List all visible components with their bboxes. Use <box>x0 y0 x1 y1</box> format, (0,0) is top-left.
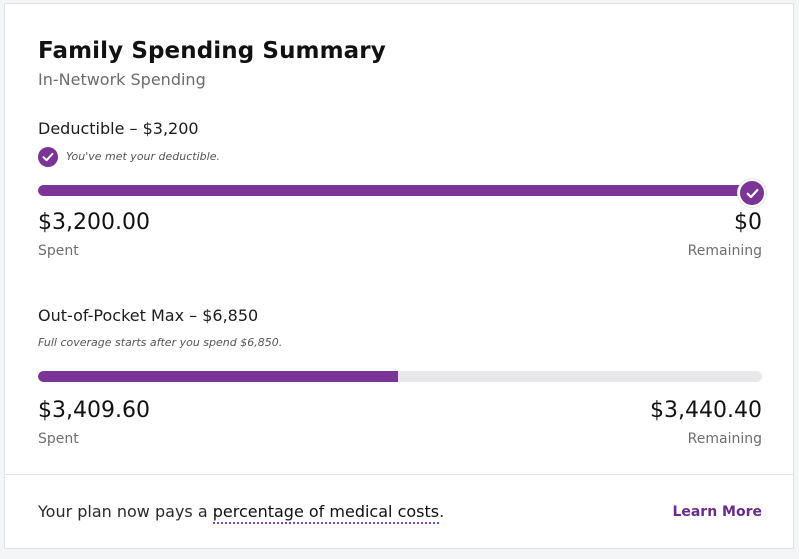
deductible-met-check-icon <box>738 179 766 207</box>
page-title: Family Spending Summary <box>38 38 386 64</box>
deductible-spent-label: Spent <box>38 243 79 259</box>
plan-coverage-message: Your plan now pays a percentage of medic… <box>38 502 445 524</box>
out-of-pocket-remaining-amount: $3,440.40 <box>650 398 762 423</box>
medical-costs-link[interactable]: percentage of medical costs <box>212 502 440 524</box>
deductible-title: Deductible – $3,200 <box>38 119 199 138</box>
deductible-spent-amount: $3,200.00 <box>38 210 150 235</box>
deductible-remaining-label: Remaining <box>687 243 762 259</box>
out-of-pocket-progress-fill <box>38 371 399 382</box>
out-of-pocket-progress-bar <box>38 371 762 382</box>
out-of-pocket-remaining-label: Remaining <box>687 431 762 447</box>
plan-coverage-period: . <box>439 502 445 521</box>
deductible-progress-bar <box>38 185 762 196</box>
deductible-progress-fill <box>38 185 762 196</box>
out-of-pocket-title: Out-of-Pocket Max – $6,850 <box>38 306 259 325</box>
out-of-pocket-note: Full coverage starts after you spend $6,… <box>38 336 283 349</box>
page-subtitle: In-Network Spending <box>38 70 206 89</box>
deductible-note: You've met your deductible. <box>66 150 220 163</box>
check-icon <box>38 147 58 167</box>
spending-summary-card: Family Spending Summary In-Network Spend… <box>4 3 794 549</box>
out-of-pocket-spent-label: Spent <box>38 431 79 447</box>
footer-divider <box>5 474 793 475</box>
out-of-pocket-spent-amount: $3,409.60 <box>38 398 150 423</box>
plan-coverage-text: Your plan now pays a <box>38 502 213 521</box>
deductible-remaining-amount: $0 <box>734 210 762 235</box>
learn-more-link[interactable]: Learn More <box>672 504 762 520</box>
